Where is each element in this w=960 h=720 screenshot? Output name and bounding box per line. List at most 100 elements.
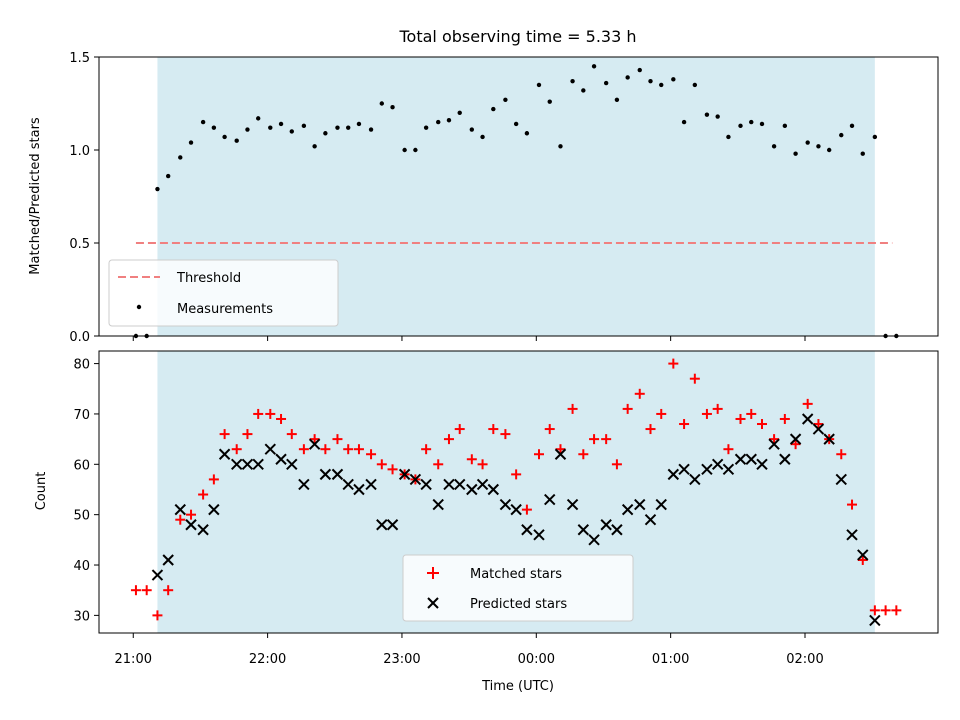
measurement-point [839, 132, 844, 138]
matched-star-point [769, 434, 780, 445]
matched-star-point [511, 469, 522, 480]
matched-star-point [880, 605, 891, 616]
measurement-point [524, 131, 530, 136]
measurement-point [570, 78, 575, 84]
measurement-points [133, 64, 899, 339]
measurement-point [704, 112, 710, 117]
predicted-star-point [644, 513, 657, 526]
measurement-point [346, 125, 351, 130]
measurement-point [782, 123, 788, 129]
measurement-point [390, 105, 395, 110]
measurement-point [368, 127, 374, 132]
predicted-star-point [678, 463, 690, 476]
matched-star-point [353, 444, 364, 455]
measurement-point [200, 119, 206, 125]
measurement-point [759, 121, 765, 127]
measurement-point [289, 129, 294, 134]
measurement-point [536, 82, 542, 88]
measurement-point [480, 134, 485, 140]
y-tick-label: 40 [73, 559, 90, 574]
measurement-point [323, 131, 328, 136]
matched-star-point [567, 403, 578, 414]
measurement-point [581, 88, 586, 93]
predicted-star-point [544, 493, 556, 506]
x-tick-label: 01:00 [652, 652, 689, 667]
matched-star-point [186, 509, 197, 520]
matched-star-point [242, 429, 253, 440]
measurement-point [671, 77, 676, 82]
bottom-axes-frame [98, 350, 939, 634]
matched-star-point [521, 504, 532, 515]
matched-star-point [130, 585, 141, 596]
predicted-star-point [386, 519, 399, 531]
predicted-star-point [869, 614, 881, 627]
predicted-star-point [745, 453, 757, 465]
y-tick-label: 1.0 [69, 144, 90, 159]
measurement-point [816, 144, 821, 149]
measurement-point [771, 144, 777, 149]
predicted-star-point [162, 554, 174, 566]
matched-star-point [645, 424, 656, 435]
measurement-point [245, 127, 250, 132]
predicted-star-point [331, 468, 344, 481]
measurement-point [603, 80, 609, 86]
y-tick-label: 60 [73, 458, 90, 473]
y-tick-label: 50 [73, 509, 90, 524]
predicted-star-point [823, 433, 835, 445]
matched-star-point [387, 464, 398, 475]
matched-star-point [555, 444, 566, 455]
measurement-point [860, 151, 865, 156]
predicted-star-point [801, 413, 814, 425]
top-y-axis-label: Matched/Predicted stars [28, 117, 43, 275]
predicted-star-point [487, 483, 500, 496]
x-tick-label: 21:00 [115, 652, 152, 667]
top-y-ticks: 0.0 0.5 1.0 1.5 [69, 51, 99, 345]
matched-star-point [836, 449, 847, 460]
x-tick-label: 22:00 [249, 652, 286, 667]
matched-star-point [208, 474, 219, 485]
matched-star-point [779, 413, 790, 424]
matched-star-point [589, 434, 600, 445]
matched-star-point [757, 419, 768, 430]
measurement-point [469, 127, 475, 132]
predicted-star-point [835, 473, 847, 486]
measurement-point [681, 119, 687, 125]
predicted-star-point [689, 473, 701, 486]
measurement-point [491, 106, 496, 112]
top-axes-frame [98, 56, 939, 337]
matched-star-point [500, 429, 511, 440]
matched-star-point [701, 408, 712, 419]
top-legend: Threshold Measurements [108, 259, 339, 327]
measurement-point [335, 125, 340, 130]
matched-star-point [533, 449, 544, 460]
measurement-point [625, 75, 630, 80]
predicted-star-point [308, 438, 321, 450]
measurement-point [503, 97, 508, 102]
predicted-star-point [342, 478, 354, 491]
measurement-point [715, 114, 720, 119]
predicted-star-point [264, 443, 277, 455]
matched-star-point [152, 610, 163, 621]
matched-star-point [668, 358, 679, 369]
predicted-star-point [588, 534, 600, 546]
matched-star-point [656, 408, 667, 419]
predicted-star-point [420, 478, 432, 491]
measurement-point [379, 101, 385, 106]
predicted-star-point [533, 529, 545, 541]
matched-star-point [601, 434, 612, 445]
predicted-star-point [398, 468, 411, 481]
measurement-point [749, 119, 754, 125]
predicted-star-point [376, 519, 388, 531]
measurement-point [278, 121, 284, 127]
predicted-star-point [510, 503, 522, 516]
measurement-point [457, 110, 462, 116]
ratio-chart: 0.0 0.5 1.0 1.5 Total observing time = 5.33… [28, 27, 939, 345]
matched-star-point [891, 605, 902, 616]
predicted-star-point [655, 498, 667, 511]
matched-star-point [847, 499, 858, 510]
predicted-star-point [789, 433, 802, 445]
bottom-y-axis-label: Count [34, 472, 49, 511]
predicted-star-point [476, 478, 489, 491]
predicted-star-point [554, 448, 567, 460]
count-points [130, 358, 902, 627]
